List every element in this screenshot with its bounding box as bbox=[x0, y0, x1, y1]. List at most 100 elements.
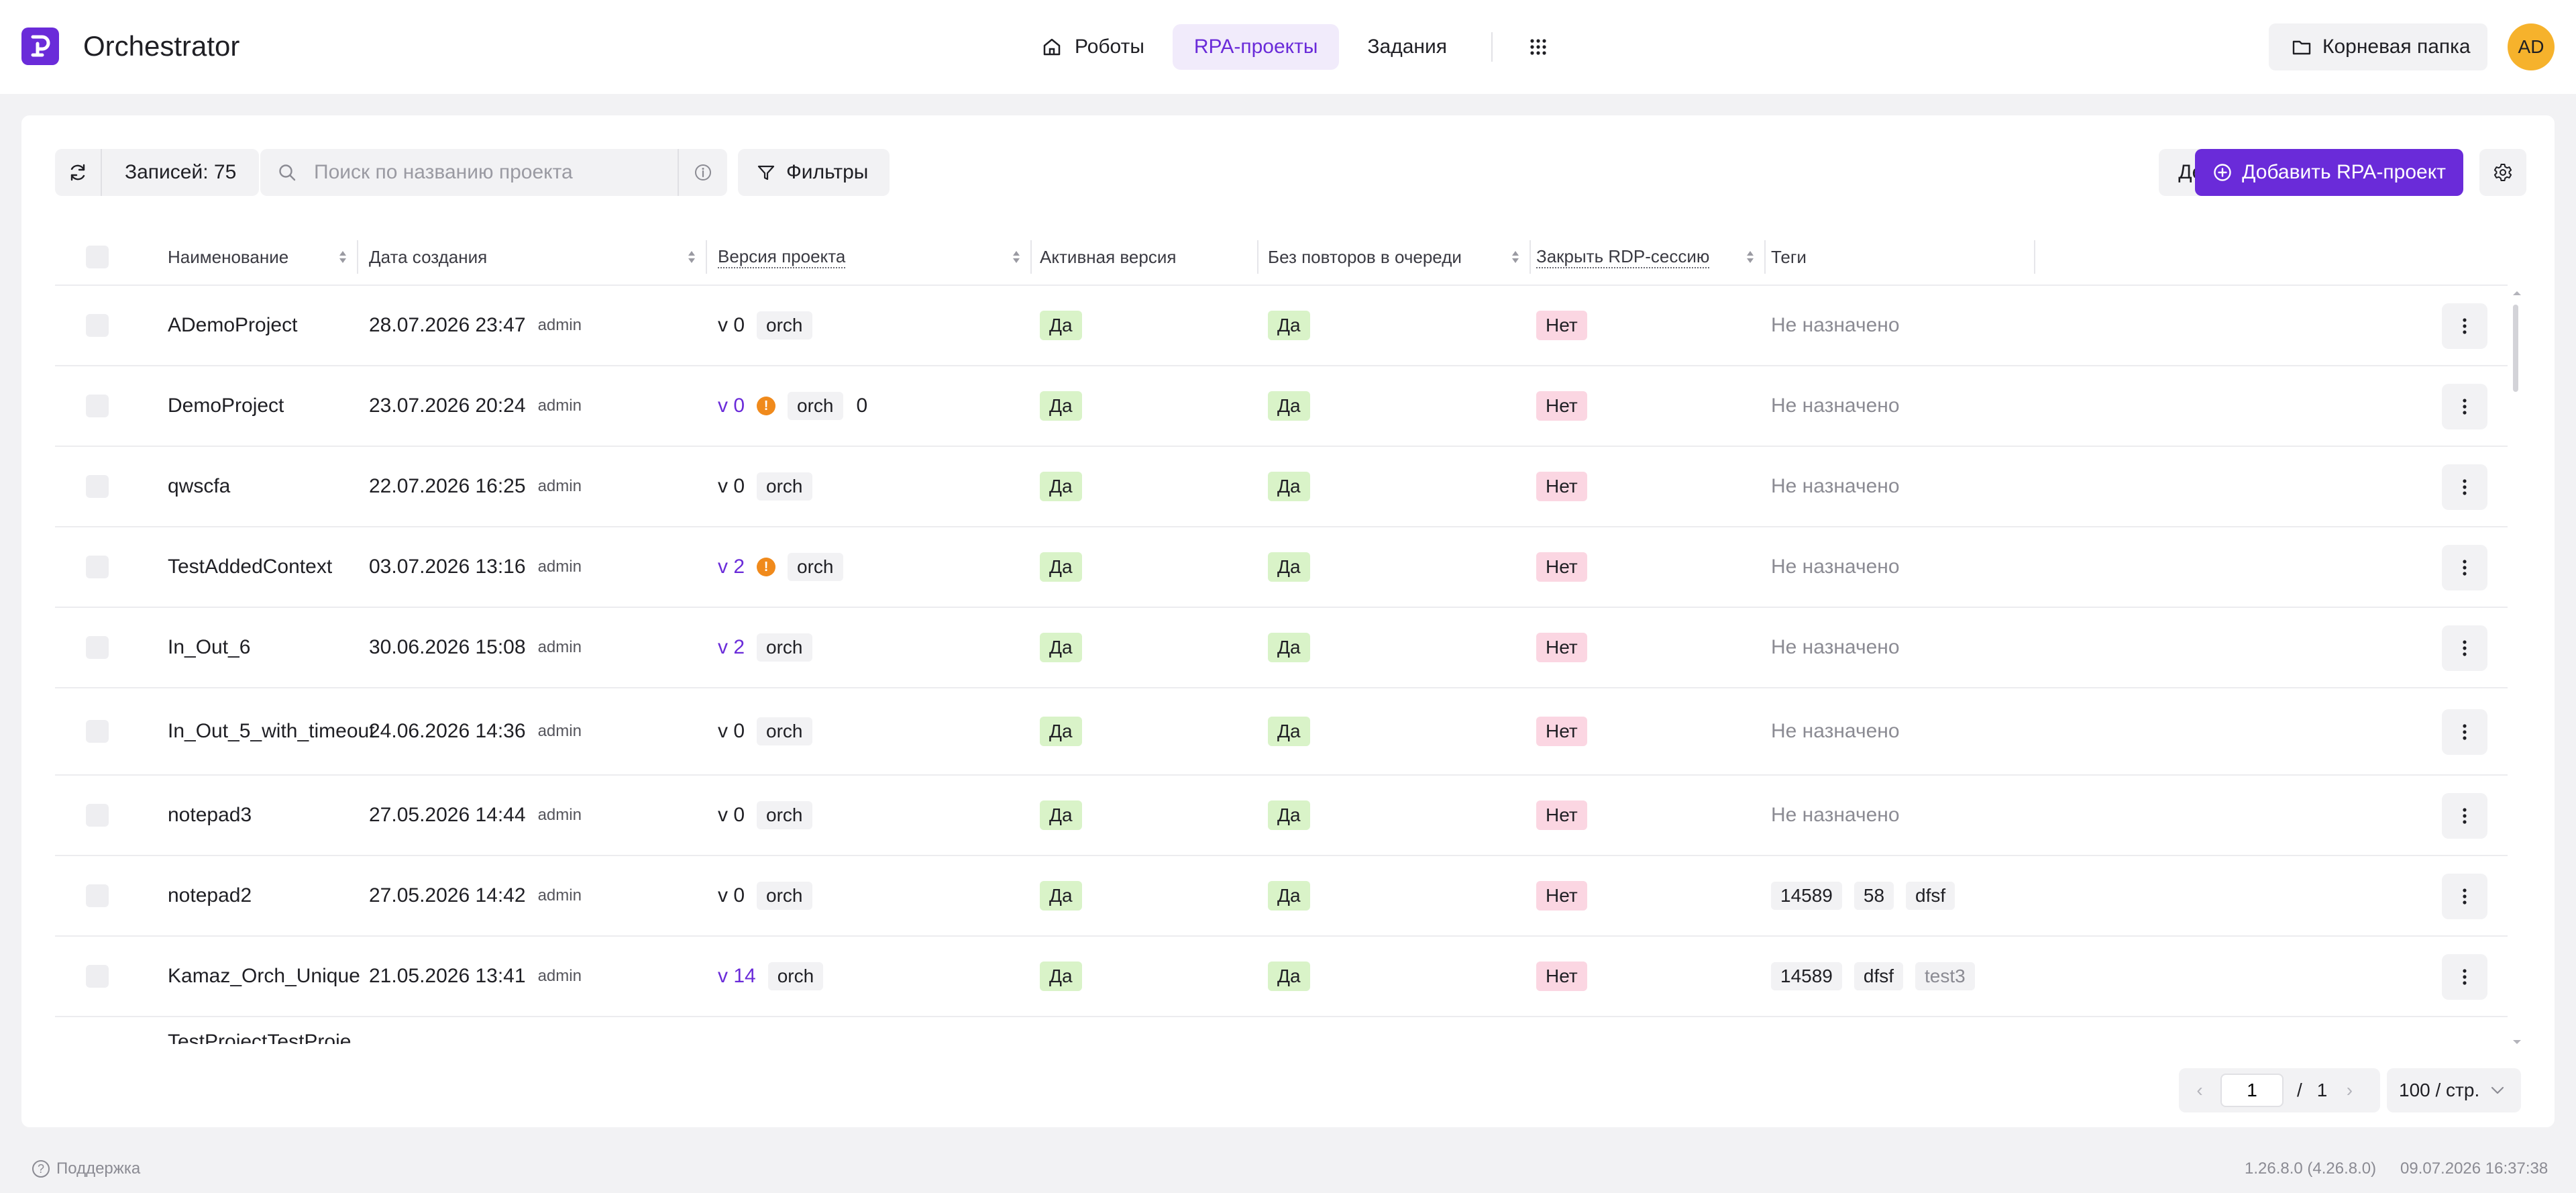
help-icon: ? bbox=[32, 1160, 50, 1178]
version-tag: orch bbox=[757, 633, 812, 662]
row-menu-button[interactable] bbox=[2442, 545, 2487, 590]
project-name[interactable]: ADemoProject bbox=[168, 314, 298, 336]
project-version[interactable]: v 14 bbox=[718, 965, 756, 987]
row-checkbox[interactable] bbox=[86, 884, 109, 907]
project-name[interactable]: TestProjectTestProje bbox=[168, 1031, 352, 1044]
row-checkbox[interactable] bbox=[86, 804, 109, 827]
project-name[interactable]: notepad2 bbox=[168, 884, 252, 906]
next-page-icon[interactable]: › bbox=[2346, 1080, 2353, 1100]
nav-item-tasks[interactable]: Задания bbox=[1346, 24, 1468, 70]
table-settings-button[interactable] bbox=[2479, 149, 2526, 196]
active-version-cell: Да bbox=[1040, 366, 1082, 446]
filters-label: Фильтры bbox=[786, 161, 869, 183]
project-name[interactable]: TestAddedContext bbox=[168, 556, 333, 578]
table-row[interactable]: In_Out_5_with_timeout 24.06.2026 14:36 adm… bbox=[55, 688, 2508, 776]
select-all-checkbox[interactable] bbox=[86, 228, 109, 286]
column-header-created[interactable]: Дата создания bbox=[369, 228, 707, 286]
sort-icon[interactable] bbox=[687, 250, 696, 264]
search-info-icon[interactable] bbox=[678, 149, 727, 196]
project-name[interactable]: In_Out_5_with_timeout bbox=[168, 720, 375, 742]
project-name-cell: Kamaz_Orch_Unique bbox=[168, 937, 360, 1016]
column-header-active-version: Активная версия bbox=[1040, 228, 1258, 286]
nav-item-rpa-projects[interactable]: RPA-проекты bbox=[1172, 24, 1340, 70]
column-header-no-retry[interactable]: Без повторов в очереди bbox=[1268, 228, 1531, 286]
sort-icon[interactable] bbox=[1012, 250, 1021, 264]
footer: ? Поддержка 1.26.8.0 (4.26.8.0) 09.07.20… bbox=[0, 1154, 2576, 1188]
table-row[interactable]: DemoProject 23.07.2026 20:24 admin v 0! orch… bbox=[55, 366, 2508, 447]
row-checkbox[interactable] bbox=[86, 475, 109, 498]
page-input[interactable] bbox=[2220, 1074, 2284, 1107]
row-menu-button[interactable] bbox=[2442, 464, 2487, 510]
refresh-button[interactable] bbox=[55, 149, 102, 196]
row-checkbox[interactable] bbox=[86, 636, 109, 659]
scrollbar-thumb[interactable] bbox=[2513, 305, 2518, 392]
table-row[interactable]: TestProjectTestProje bbox=[55, 1017, 2508, 1044]
column-header-name[interactable]: Наименование bbox=[168, 228, 358, 286]
orchestrator-logo-icon[interactable] bbox=[21, 28, 59, 65]
project-name[interactable]: Kamaz_Orch_Unique bbox=[168, 965, 360, 987]
per-page-select[interactable]: 100 / стр. bbox=[2387, 1068, 2521, 1112]
close-rdp-cell: Нет bbox=[1536, 527, 1587, 607]
scroll-up-icon[interactable] bbox=[2510, 289, 2524, 298]
row-checkbox[interactable] bbox=[86, 965, 109, 988]
sort-icon[interactable] bbox=[1746, 250, 1755, 264]
project-name[interactable]: qwscfa bbox=[168, 475, 231, 497]
table-row[interactable]: Kamaz_Orch_Unique 21.05.2026 13:41 admin v … bbox=[55, 937, 2508, 1017]
row-menu-button[interactable] bbox=[2442, 874, 2487, 919]
column-header-version[interactable]: Версия проекта bbox=[718, 228, 1032, 286]
no-tags-text: Не назначено bbox=[1771, 720, 1900, 742]
table-row[interactable]: TestAddedContext 03.07.2026 13:16 admin v 2… bbox=[55, 527, 2508, 608]
filters-button[interactable]: Фильтры bbox=[738, 149, 890, 196]
apps-grid-icon[interactable] bbox=[1515, 24, 1561, 70]
version-cell: v 0 orch bbox=[718, 856, 812, 935]
row-checkbox[interactable] bbox=[86, 720, 109, 743]
row-checkbox[interactable] bbox=[86, 395, 109, 417]
created-date: 30.06.2026 15:08 bbox=[369, 636, 526, 658]
created-cell: 21.05.2026 13:41 admin bbox=[369, 937, 582, 1016]
table-row[interactable]: qwscfa 22.07.2026 16:25 admin v 0 orch Да Да Не… bbox=[55, 447, 2508, 527]
project-version[interactable]: v 0 bbox=[718, 395, 745, 417]
row-menu-button[interactable] bbox=[2442, 709, 2487, 755]
table-scrollbar[interactable] bbox=[2510, 289, 2524, 1047]
project-version[interactable]: v 2 bbox=[718, 636, 745, 658]
table-row[interactable]: notepad2 27.05.2026 14:42 admin v 0 orch Да Да… bbox=[55, 856, 2508, 937]
project-name[interactable]: DemoProject bbox=[168, 395, 284, 417]
project-name[interactable]: In_Out_6 bbox=[168, 636, 251, 658]
row-checkbox[interactable] bbox=[86, 556, 109, 578]
nav-item-robots[interactable]: Роботы bbox=[1020, 24, 1166, 70]
row-checkbox-cell bbox=[86, 286, 109, 365]
version-tag: orch bbox=[757, 882, 812, 910]
created-date: 27.05.2026 14:44 bbox=[369, 804, 526, 826]
table-row[interactable]: In_Out_6 30.06.2026 15:08 admin v 2 orch Да Да… bbox=[55, 608, 2508, 688]
row-menu-button[interactable] bbox=[2442, 384, 2487, 429]
tags-cell: Не назначено bbox=[1771, 447, 2012, 526]
row-menu-button[interactable] bbox=[2442, 625, 2487, 671]
no-retry-badge: Да bbox=[1268, 962, 1310, 991]
scroll-down-icon[interactable] bbox=[2510, 1037, 2524, 1047]
table-row[interactable]: notepad3 27.05.2026 14:44 admin v 0 orch Да Да… bbox=[55, 776, 2508, 856]
project-name-cell: qwscfa bbox=[168, 447, 349, 526]
search-input[interactable] bbox=[314, 149, 678, 196]
table-row[interactable]: ADemoProject 28.07.2026 23:47 admin v 0 orch… bbox=[55, 286, 2508, 366]
root-folder-button[interactable]: Корневая папка bbox=[2269, 23, 2487, 70]
column-header-close-rdp[interactable]: Закрыть RDP-сессию bbox=[1536, 228, 1766, 286]
project-name[interactable]: notepad3 bbox=[168, 804, 252, 826]
active-version-cell: Да bbox=[1040, 937, 1082, 1016]
add-rpa-project-button[interactable]: Добавить RPA-проект bbox=[2195, 149, 2463, 196]
sort-icon[interactable] bbox=[338, 250, 347, 264]
support-link[interactable]: ? Поддержка bbox=[32, 1159, 140, 1178]
user-avatar[interactable]: AD bbox=[2508, 23, 2555, 70]
prev-page-icon[interactable]: ‹ bbox=[2196, 1080, 2203, 1100]
row-checkbox[interactable] bbox=[86, 314, 109, 337]
no-retry-cell: Да bbox=[1268, 608, 1310, 687]
table-header: Наименование Дата создания Версия проект… bbox=[55, 228, 2508, 286]
project-version[interactable]: v 2 bbox=[718, 556, 745, 578]
row-menu-button[interactable] bbox=[2442, 303, 2487, 349]
checkbox[interactable] bbox=[86, 246, 109, 268]
row-menu-button[interactable] bbox=[2442, 793, 2487, 839]
more-vertical-icon bbox=[2463, 479, 2467, 495]
home-icon bbox=[1043, 38, 1061, 56]
active-version-badge: Да bbox=[1040, 633, 1082, 662]
row-menu-button[interactable] bbox=[2442, 954, 2487, 1000]
sort-icon[interactable] bbox=[1511, 250, 1520, 264]
